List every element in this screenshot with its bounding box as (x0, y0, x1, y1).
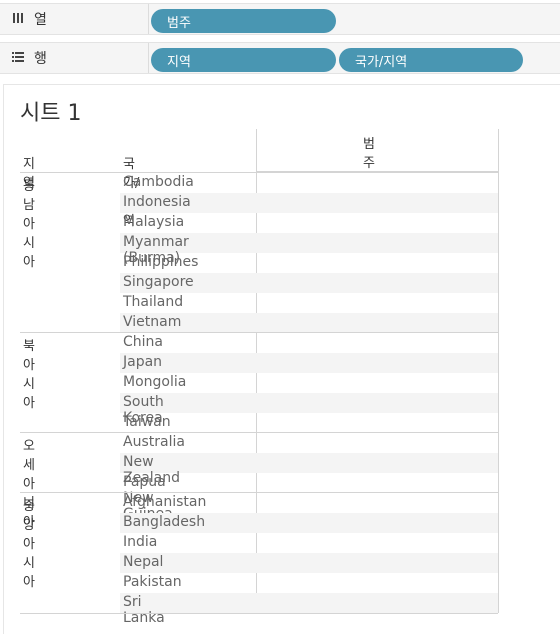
row-band (120, 513, 498, 533)
country-label: China (123, 334, 163, 350)
row-band (120, 233, 498, 253)
country-label: Afghanistan (123, 494, 207, 510)
table-right (498, 129, 499, 613)
region-label: 오세아니아 (23, 439, 35, 530)
region-label: 동남아시아 (23, 179, 35, 270)
country-label: India (123, 534, 158, 550)
region-separator (20, 432, 498, 433)
header-region: 지역 (23, 157, 35, 191)
country-label: Sri Lanka (123, 594, 165, 626)
rows-icon (12, 51, 28, 66)
columns-label-text: 열 (34, 12, 47, 28)
header-underline (256, 171, 498, 172)
rows-pill-country[interactable]: 국가/지역 (339, 48, 523, 72)
country-label: Malaysia (123, 214, 185, 230)
row-band (120, 453, 498, 473)
region-separator (20, 492, 498, 493)
sheet-title: 시트 1 (20, 101, 82, 126)
rows-label-text: 행 (34, 51, 47, 67)
sheet-view: 시트 1 범주지역국가/지역가구기술사무용품동남아시아Cambodia10,08… (3, 84, 560, 634)
rows-shelf: 행 지역 국가/지역 (0, 42, 560, 74)
row-band (120, 393, 498, 413)
country-label: Cambodia (123, 174, 194, 190)
row-band (120, 273, 498, 293)
columns-pill-category[interactable]: 범주 (151, 9, 336, 33)
country-label: New Zealand (123, 454, 181, 486)
country-label: Philippines (123, 254, 199, 270)
region-separator (20, 332, 498, 333)
country-label: Nepal (123, 554, 164, 570)
country-label: Mongolia (123, 374, 187, 390)
columns-icon (12, 12, 28, 27)
region-label: 중앙아시아 (23, 499, 35, 590)
region-separator (20, 172, 498, 173)
country-label: Taiwan (123, 414, 171, 430)
country-label: Thailand (123, 294, 184, 310)
region-label: 북아시아 (23, 339, 35, 411)
country-label: Japan (123, 354, 163, 370)
header-category: 범주 (363, 137, 375, 171)
row-band (120, 193, 498, 213)
rows-pill-region[interactable]: 지역 (151, 48, 336, 72)
row-band (120, 353, 498, 373)
table-bottom (20, 613, 498, 614)
row-band (120, 553, 498, 573)
country-label: Singapore (123, 274, 194, 290)
columns-shelf-label: 열 (0, 4, 149, 34)
country-label: Myanmar (Burma) (123, 234, 189, 266)
rows-shelf-label: 행 (0, 43, 149, 73)
country-label: Bangladesh (123, 514, 206, 530)
columns-shelf: 열 범주 (0, 3, 560, 35)
country-label: South Korea (123, 394, 164, 426)
row-band (120, 313, 498, 333)
country-label: Pakistan (123, 574, 182, 590)
country-label: Vietnam (123, 314, 182, 330)
country-label: Indonesia (123, 194, 191, 210)
row-band (120, 593, 498, 613)
country-label: Australia (123, 434, 185, 450)
